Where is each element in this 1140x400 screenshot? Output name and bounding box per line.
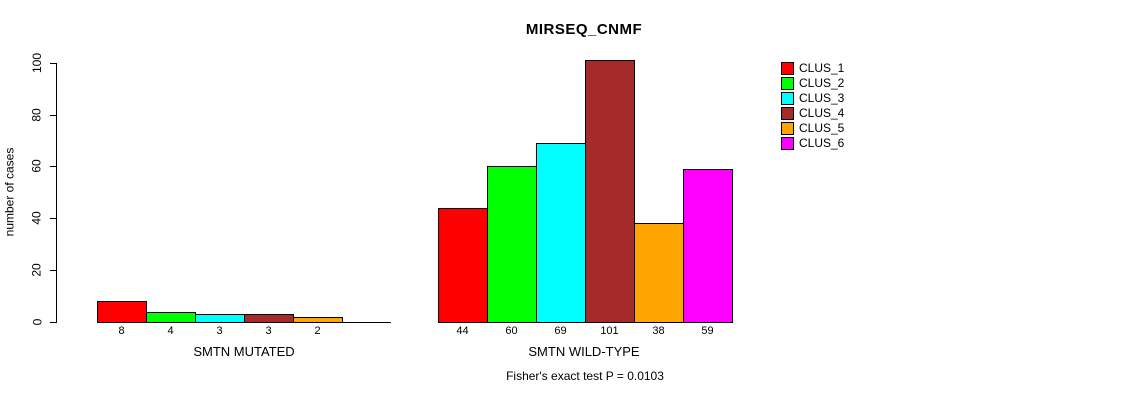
y-axis-tick: [50, 166, 56, 168]
legend-label: CLUS_1: [799, 61, 845, 75]
y-axis-tick-label: 0: [26, 292, 48, 352]
bar-value-label: 38: [652, 325, 665, 337]
legend-item-clus_5: CLUS_5: [781, 121, 844, 136]
legend-swatch-clus_6: [781, 137, 794, 150]
legend: CLUS_1 CLUS_2 CLUS_3 CLUS_4 CLUS_5 CLUS_6: [781, 61, 844, 151]
y-axis-tick: [50, 114, 56, 116]
bar-smtn-wild-type-clus_4: [585, 60, 635, 323]
legend-swatch-clus_5: [781, 122, 794, 135]
bar-smtn-mutated-clus_5: [293, 316, 343, 323]
y-axis-tick-label-text: 40: [29, 211, 44, 225]
bar-smtn-wild-type-clus_2: [487, 166, 537, 323]
bar-value-label: 8: [118, 325, 125, 337]
y-axis-tick-label-text: 100: [30, 52, 44, 73]
bar-value-label: 3: [216, 325, 223, 337]
y-axis-line: [56, 62, 57, 323]
bar-smtn-mutated-clus_4: [244, 314, 294, 323]
bar-smtn-wild-type-clus_5: [634, 223, 684, 323]
y-axis-tick: [50, 62, 56, 64]
y-axis-label: number of cases: [0, 130, 20, 254]
bar-value-label: 60: [505, 325, 518, 337]
y-axis-tick: [50, 322, 56, 323]
bar-value-label: 101: [600, 325, 619, 337]
legend-item-clus_4: CLUS_4: [781, 106, 844, 121]
legend-label: CLUS_5: [799, 121, 845, 135]
legend-item-clus_6: CLUS_6: [781, 136, 844, 151]
bar-smtn-mutated-clus_1: [97, 301, 147, 323]
y-axis-tick-label-text: 0: [30, 318, 44, 326]
bar-smtn-wild-type-clus_1: [438, 207, 488, 323]
legend-item-clus_3: CLUS_3: [781, 91, 844, 106]
bar-value-label: 59: [701, 325, 714, 337]
legend-label: CLUS_6: [799, 136, 845, 150]
y-axis-tick-label: 40: [26, 188, 48, 248]
x-axis-group-label-wildtype: SMTN WILD-TYPE: [528, 344, 640, 359]
x-axis-group-label-mutated: SMTN MUTATED: [193, 344, 295, 359]
y-axis-tick-label-text: 80: [29, 107, 44, 122]
y-axis-tick-label: 100: [26, 33, 48, 93]
legend-item-clus_2: CLUS_2: [781, 76, 844, 91]
bar-smtn-mutated-clus_3: [195, 314, 245, 323]
bar-value-label: 44: [456, 325, 469, 337]
legend-label: CLUS_3: [799, 91, 845, 105]
legend-label: CLUS_4: [799, 106, 845, 120]
legend-item-clus_1: CLUS_1: [781, 61, 844, 76]
y-axis-tick-label-text: 60: [29, 159, 44, 174]
legend-swatch-clus_4: [781, 107, 794, 120]
y-axis-tick-label: 80: [26, 85, 48, 145]
chart-title: MIRSEQ_CNMF: [525, 21, 643, 38]
fisher-exact-test-annotation: Fisher's exact test P = 0.0103: [506, 369, 664, 383]
y-axis-tick-label: 60: [26, 136, 48, 196]
y-axis-label-text: number of cases: [2, 147, 16, 237]
bar-value-label: 69: [554, 325, 567, 337]
y-axis-tick: [50, 218, 56, 220]
y-axis-tick-label: 20: [26, 240, 48, 300]
bar-value-label: 2: [314, 325, 321, 337]
bar-smtn-mutated-clus_2: [146, 311, 196, 323]
y-axis-tick-label-text: 20: [29, 263, 44, 277]
legend-swatch-clus_1: [781, 62, 794, 75]
y-axis-tick: [50, 270, 56, 272]
bar-value-label: 4: [167, 325, 174, 337]
legend-swatch-clus_3: [781, 92, 794, 105]
legend-swatch-clus_2: [781, 77, 794, 90]
bar-smtn-wild-type-clus_3: [536, 143, 586, 323]
legend-label: CLUS_2: [799, 76, 845, 90]
bar-value-label: 3: [265, 325, 272, 337]
bar-smtn-wild-type-clus_6: [683, 169, 733, 323]
